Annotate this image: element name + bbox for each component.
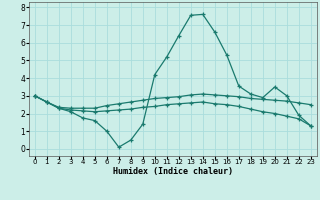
- X-axis label: Humidex (Indice chaleur): Humidex (Indice chaleur): [113, 167, 233, 176]
